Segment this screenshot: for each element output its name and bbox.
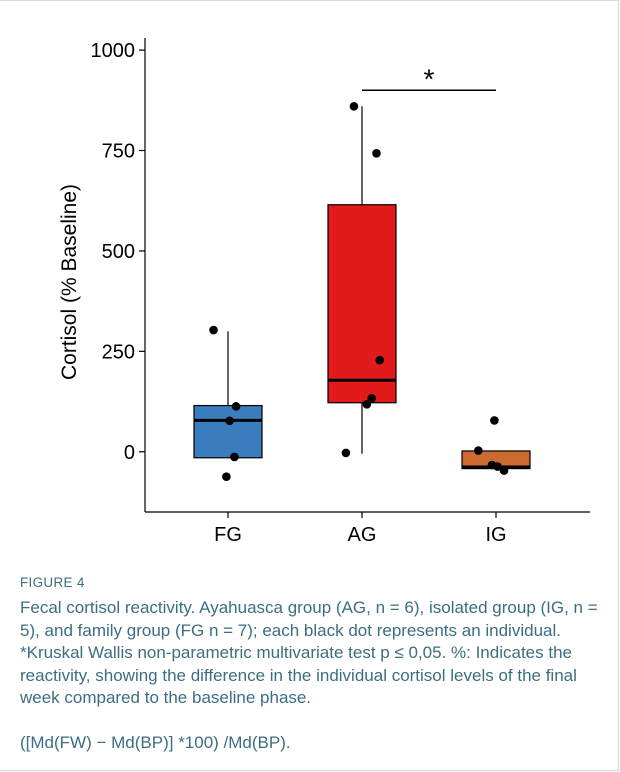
figure-caption: Fecal cortisol reactivity. Ayahuasca gro…: [20, 597, 600, 710]
y-tick-label: 250: [102, 341, 135, 363]
caption-formula: ([Md(FW) − Md(BP)] *100) /Md(BP).: [20, 733, 291, 752]
y-tick-label: 500: [102, 241, 135, 263]
x-tick-label: FG: [214, 524, 242, 546]
data-point: [367, 394, 376, 403]
y-axis-label: Cortisol (% Baseline): [58, 184, 81, 380]
box-fg: [193, 404, 263, 459]
data-point: [209, 325, 218, 335]
data-point: [222, 472, 231, 481]
data-point: [490, 416, 499, 425]
data-point: [493, 462, 502, 471]
data-point: [341, 448, 351, 458]
chart-axes: 0 250 500 750 1000 FG AG IG: [91, 38, 590, 546]
data-point: [499, 466, 509, 475]
box-plot-chart: 0 250 500 750 1000 FG AG IG * Cortisol (% Basel…: [58, 38, 590, 546]
box-series: [193, 106, 531, 470]
y-tick-label: 1000: [91, 40, 136, 62]
significance-star: *: [424, 63, 435, 94]
y-tick-label: 0: [124, 442, 135, 464]
caption-text: Fecal cortisol reactivity. Ayahuasca gro…: [20, 598, 598, 707]
x-tick-label: AG: [348, 524, 377, 546]
y-tick-label: 750: [102, 141, 135, 163]
figure-label: FIGURE 4: [20, 575, 85, 590]
data-point: [231, 402, 241, 411]
x-tick-label: IG: [485, 524, 506, 546]
data-point: [375, 355, 384, 365]
data-point: [225, 416, 234, 426]
data-point: [349, 102, 359, 111]
data-point: [372, 149, 381, 158]
individual-points: [209, 102, 509, 481]
significance-bracket: *: [362, 63, 496, 94]
data-point: [362, 400, 372, 409]
box-ag: [327, 204, 397, 404]
data-point: [474, 446, 483, 455]
data-point: [230, 452, 239, 462]
